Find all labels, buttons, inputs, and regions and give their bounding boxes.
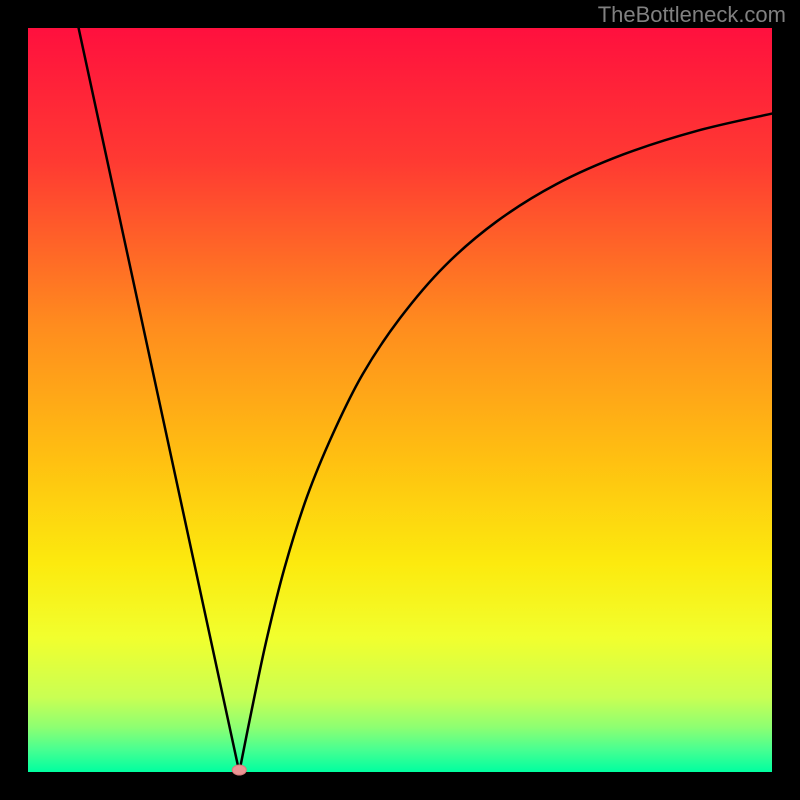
- curve-minimum-marker: [232, 765, 246, 775]
- bottleneck-chart: [0, 0, 800, 800]
- plot-background: [28, 28, 772, 772]
- chart-svg: [0, 0, 800, 800]
- watermark-text: TheBottleneck.com: [598, 2, 786, 28]
